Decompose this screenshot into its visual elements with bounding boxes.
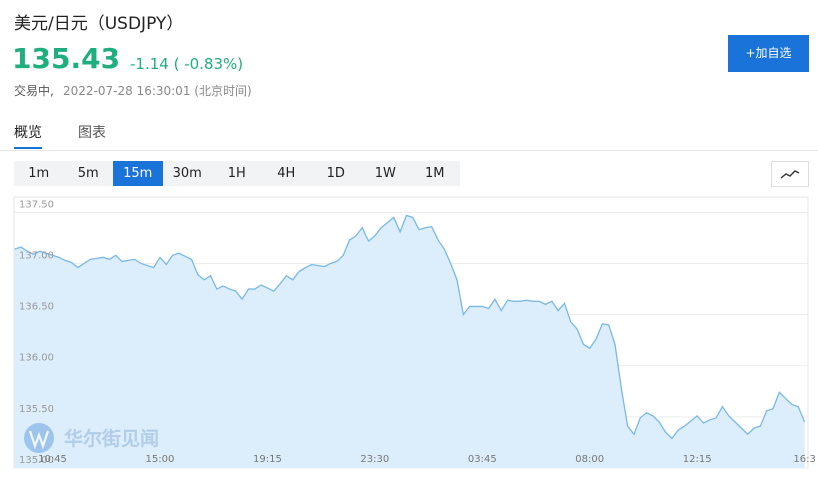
price: 135.43 bbox=[12, 42, 121, 75]
x-tick-label: 08:00 bbox=[575, 454, 604, 465]
y-tick-label: 136.00 bbox=[19, 353, 54, 364]
watermark-logo-mark bbox=[28, 430, 50, 450]
interval-button[interactable]: 30m bbox=[172, 166, 202, 181]
timestamp: 2022-07-28 16:30:01 (北京时间) bbox=[63, 84, 252, 98]
y-tick-label: 137.00 bbox=[19, 250, 54, 261]
x-tick-label: 15:00 bbox=[146, 454, 175, 465]
x-tick-label: 19:15 bbox=[253, 454, 282, 465]
y-tick-label: 135.50 bbox=[19, 404, 54, 415]
y-tick-label: 136.50 bbox=[19, 302, 54, 313]
chart-type-button[interactable] bbox=[771, 161, 809, 187]
interval-button[interactable]: 1H bbox=[227, 166, 246, 181]
interval-button[interactable]: 1m bbox=[28, 166, 50, 181]
tab[interactable]: 图表 bbox=[78, 125, 106, 141]
status: 交易中, bbox=[14, 84, 54, 98]
interval-button[interactable]: 5m bbox=[77, 166, 99, 181]
change: -1.14 ( -0.83%) bbox=[130, 55, 244, 73]
interval-button[interactable]: 1D bbox=[326, 166, 345, 181]
y-tick-label: 137.50 bbox=[19, 199, 54, 210]
x-tick-label: 12:15 bbox=[683, 454, 712, 465]
interval-button[interactable]: 15m bbox=[113, 161, 163, 186]
area-fill bbox=[14, 215, 805, 468]
x-tick-label: 10:45 bbox=[38, 454, 67, 465]
watermark-text: 华尔街见闻 bbox=[64, 427, 159, 450]
interval-button[interactable]: 4H bbox=[277, 166, 296, 181]
chart-icon bbox=[780, 170, 800, 179]
price-line bbox=[14, 214, 806, 440]
interval-button[interactable]: 1M bbox=[425, 166, 445, 181]
interval-bar: 1m 5m 15m 30m 1H 4H 1D 1W 1M bbox=[14, 161, 460, 186]
watermark: 华尔街见闻 bbox=[24, 423, 159, 453]
x-tick-label: 03:45 bbox=[468, 454, 497, 465]
x-tick-label: 23:30 bbox=[360, 454, 389, 465]
tab[interactable]: 概览 bbox=[14, 122, 42, 149]
x-tick-label: 16:3 bbox=[793, 454, 815, 465]
interval-button[interactable]: 1W bbox=[374, 166, 396, 181]
tabs: 概览 图表 bbox=[0, 120, 818, 151]
title: 美元/日元（USDJPY） bbox=[14, 14, 184, 34]
y-tick-label: 135.00 bbox=[19, 455, 54, 466]
add-watchlist-button[interactable]: +加自选 bbox=[728, 35, 809, 72]
